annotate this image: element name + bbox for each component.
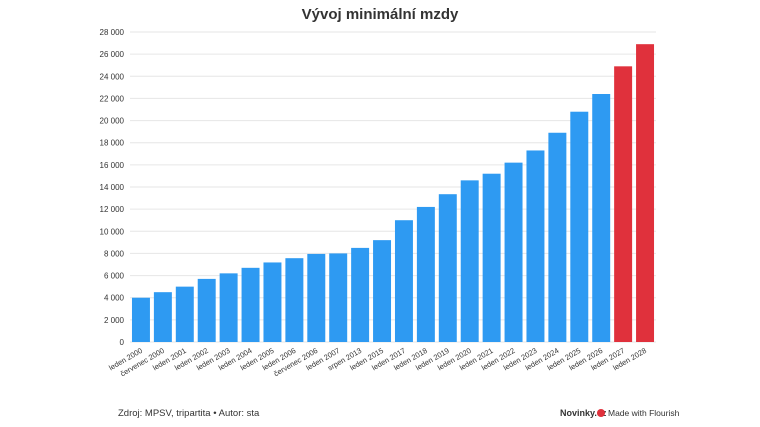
bar[interactable] [263,262,282,342]
y-tick-label: 14 000 [100,183,125,192]
bar[interactable] [416,206,435,342]
bar[interactable] [482,173,501,342]
bar[interactable] [351,247,370,342]
bar[interactable] [373,240,392,342]
bar[interactable] [592,94,611,342]
y-tick-label: 26 000 [100,50,125,59]
bar[interactable] [285,258,304,342]
made-with-flourish-link[interactable]: Made with Flourish [597,408,679,418]
y-tick-label: 16 000 [100,161,125,170]
bar[interactable] [614,66,633,343]
publisher-logo[interactable]: Novinky.cz [560,408,607,418]
bar[interactable] [175,286,194,342]
chart-title: Vývoj minimální mzdy [301,6,459,23]
bar[interactable] [570,111,589,342]
bar[interactable] [219,273,238,342]
y-tick-label: 2 000 [104,316,125,325]
source-note: Zdroj: MPSV, tripartita • Autor: sta [118,408,260,419]
bar[interactable] [131,297,150,342]
flourish-label: Made with Flourish [608,408,680,418]
gridlines [130,31,656,343]
bar[interactable] [460,180,479,342]
bar[interactable] [636,44,655,343]
y-tick-label: 20 000 [100,117,125,126]
y-tick-label: 0 [120,338,125,347]
y-tick-label: 8 000 [104,249,125,258]
y-tick-label: 6 000 [104,272,125,281]
y-tick-label: 12 000 [100,205,125,214]
bar[interactable] [438,194,457,342]
y-tick-label: 4 000 [104,294,125,303]
bar[interactable] [394,220,413,342]
bar[interactable] [504,162,523,342]
bar[interactable] [329,253,348,342]
bar[interactable] [307,253,326,342]
y-axis-ticks: 0 2 000 4 000 6 000 8 000 10 000 12 000 14 000 1… [100,28,125,347]
bar[interactable] [526,150,545,342]
y-tick-label: 28 000 [100,28,125,37]
y-tick-label: 22 000 [100,94,125,103]
bar[interactable] [548,132,567,342]
y-tick-label: 10 000 [100,227,125,236]
bars [131,44,655,343]
y-tick-label: 18 000 [100,139,125,148]
y-tick-label: 24 000 [100,72,125,81]
bar[interactable] [241,267,260,342]
bar[interactable] [197,278,216,342]
bar[interactable] [153,292,172,342]
flourish-logo-icon [597,409,605,417]
